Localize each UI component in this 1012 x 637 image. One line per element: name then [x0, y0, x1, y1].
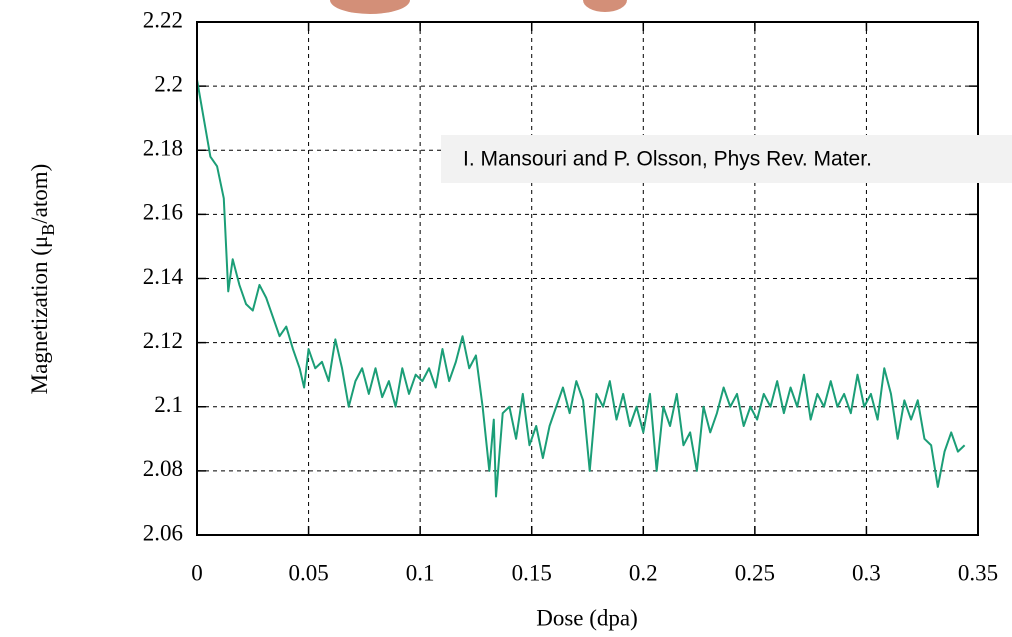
y-tick-label: 2.18	[143, 136, 183, 161]
x-tick-label: 0.2	[629, 560, 658, 585]
x-tick-label: 0.3	[852, 560, 881, 585]
y-axis-label-part: Magnetization (μ	[27, 236, 52, 395]
x-tick-label: 0.15	[512, 560, 552, 585]
y-tick-label: 2.12	[143, 328, 183, 353]
x-tick-label: 0.35	[958, 560, 998, 585]
y-axis-label: Magnetization (μB/atom)	[27, 164, 58, 395]
y-tick-label: 2.1	[154, 392, 183, 417]
y-tick-label: 2.08	[143, 456, 183, 481]
data-line	[196, 79, 966, 498]
x-tick-label: 0	[191, 560, 203, 585]
decoration	[583, 0, 627, 12]
y-tick-label: 2.14	[143, 264, 184, 289]
x-tick-label: 0.1	[406, 560, 435, 585]
y-axis-label-part: /atom)	[27, 164, 52, 224]
annotation-box	[441, 135, 1012, 183]
x-tick-label: 0.05	[288, 560, 328, 585]
plot-frame	[196, 21, 979, 536]
y-tick-label: 2.06	[143, 520, 183, 545]
y-tick-label: 2.16	[143, 200, 183, 225]
x-tick-label: 0.25	[735, 560, 775, 585]
y-tick-label: 2.22	[143, 7, 183, 32]
x-axis-label: Dose (dpa)	[536, 605, 638, 630]
y-axis-label-sub: B	[38, 224, 58, 236]
decoration	[330, 0, 410, 14]
annotation: I. Mansouri and P. Olsson, Phys Rev. Mat…	[463, 148, 872, 171]
y-tick-label: 2.2	[154, 71, 183, 96]
